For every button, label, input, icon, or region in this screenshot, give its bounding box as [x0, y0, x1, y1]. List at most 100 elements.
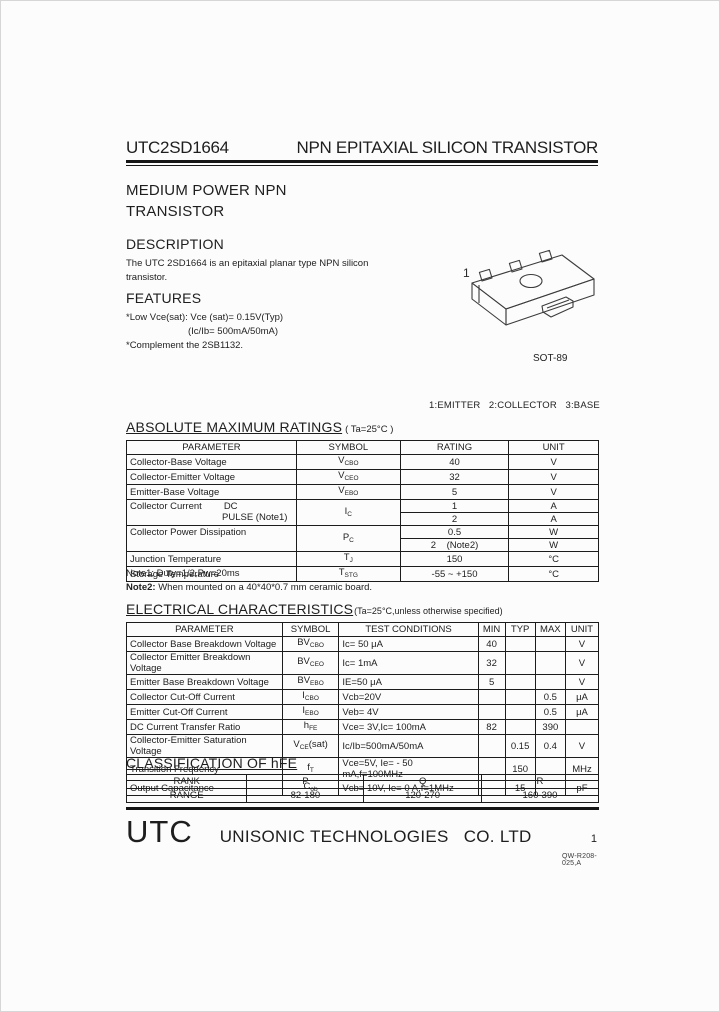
- description-line: The UTC 2SD1664 is an epitaxial planar t…: [126, 258, 369, 269]
- table-header-row: PARAMETER SYMBOL RATING UNIT: [126, 440, 599, 455]
- cell-rank: R: [480, 774, 600, 789]
- elec-condition: (Ta=25°C,unless otherwise specified): [354, 606, 503, 616]
- cell-parameter: Collector-Emitter Voltage: [126, 469, 297, 485]
- abs-max-heading: ABSOLUTE MAXIMUM RATINGS: [126, 419, 343, 435]
- title-underline: [126, 160, 598, 166]
- cell-parameter: Emitter Base Breakdown Voltage: [126, 674, 283, 690]
- cell-unit: V: [564, 674, 600, 690]
- cell-unit: μA: [564, 689, 600, 705]
- cell-rating: 40: [399, 454, 510, 470]
- cell-symbol: BVCBO: [281, 636, 340, 652]
- subtitle: MEDIUM POWER NPN TRANSISTOR: [126, 180, 287, 222]
- cell-parameter: Collector Current DC PULSE (Note1): [126, 499, 297, 526]
- cell-typ: [504, 704, 536, 720]
- cell-min: 5: [477, 674, 506, 690]
- cell-symbol: TSTG: [295, 566, 401, 582]
- table-row: Collector Cut-Off Current ICBO Vcb=20V 0…: [126, 689, 600, 705]
- table-row: Collector Current DC PULSE (Note1) IC 1 A: [126, 499, 599, 526]
- footer-rule: [126, 807, 599, 810]
- cell-rank-label: RANK: [125, 774, 248, 789]
- cell-symbol: VEBO: [295, 484, 401, 500]
- cell-typ: [504, 719, 536, 735]
- cell-condition: Vcb=20V: [338, 689, 479, 705]
- table-row: Transition Frequency fT Vce=5V, Ie= - 50…: [126, 757, 600, 781]
- cell-unit: A: [508, 512, 599, 526]
- abs-max-section: ABSOLUTE MAXIMUM RATINGS( Ta=25°C ) PARA…: [126, 419, 599, 582]
- cell-typ: [504, 689, 536, 705]
- cell-typ: [504, 674, 536, 690]
- cell-unit: W: [508, 525, 599, 539]
- cell-range-label: RANGE: [125, 788, 248, 803]
- cell-max: [534, 674, 566, 690]
- description-section: DESCRIPTION The UTC 2SD1664 is an epitax…: [126, 236, 456, 285]
- subtitle-line-1: MEDIUM POWER NPN: [126, 182, 287, 199]
- cell-min: [477, 704, 506, 720]
- table-row: Collector Power Dissipation PC 0.5 W: [126, 525, 599, 552]
- cell-rating: 5: [399, 484, 510, 500]
- feature-item: (Ic/Ib= 500mA/50mA): [188, 326, 279, 337]
- cell-max: 0.5: [534, 704, 566, 720]
- cell-unit: V: [564, 636, 600, 652]
- cell-symbol: BVCEO: [281, 651, 340, 675]
- cell-parameter: Collector-Emitter Saturation Voltage: [126, 734, 283, 758]
- cell-parameter: Storage Temperature: [126, 566, 297, 582]
- cell-unit: W: [508, 538, 599, 552]
- table-row: Junction Temperature TJ 150 °C: [126, 551, 599, 567]
- elec-heading-row: ELECTRICAL CHARACTERISTICS(Ta=25°C,unles…: [126, 601, 599, 619]
- doc-code: QW-R208-025,A: [562, 853, 597, 867]
- table-row: Collector Base Breakdown Voltage BVCBO I…: [126, 636, 600, 652]
- table-row: Collector Emitter Breakdown Voltage BVCE…: [126, 651, 600, 675]
- cell-parameter: DC Current Transfer Ratio: [126, 719, 283, 735]
- abs-max-table: PARAMETER SYMBOL RATING UNIT Collector-B…: [126, 440, 599, 582]
- header-cell: PARAMETER: [126, 440, 297, 455]
- elec-heading: ELECTRICAL CHARACTERISTICS: [126, 601, 354, 617]
- cell-unit: °C: [508, 566, 599, 582]
- cell-unit: V: [508, 469, 599, 485]
- footer-row: UTC UNISONIC TECHNOLOGIES CO. LTD 1: [126, 814, 599, 850]
- cell-symbol: TJ: [295, 551, 401, 567]
- cell-symbol: BVEBO: [281, 674, 340, 690]
- table-row: Collector-Base Voltage VCBO 40 V: [126, 454, 599, 470]
- cell-rating: 0.5: [399, 525, 510, 539]
- feature-item: *Low Vce(sat): Vce (sat)= 0.15V(Typ): [126, 312, 284, 323]
- header-cell: MIN: [477, 622, 506, 637]
- note-1: Note1: Duty=1/2,Pw=20ms: [126, 568, 240, 579]
- page-title: NPN EPITAXIAL SILICON TRANSISTOR: [296, 138, 598, 157]
- cell-condition: Vce= 3V,Ic= 100mA: [338, 719, 479, 735]
- notes: Note1: Duty=1/2,Pw=20ms Note2: When moun…: [126, 567, 372, 595]
- pin1-label: 1: [463, 266, 470, 280]
- abs-max-heading-row: ABSOLUTE MAXIMUM RATINGS( Ta=25°C ): [126, 419, 599, 437]
- abs-max-condition: ( Ta=25°C ): [345, 424, 394, 435]
- cell-condition: Ic= 50 μA: [338, 636, 479, 652]
- pin-assignment: 1:EMITTER 2:COLLECTOR 3:BASE: [429, 400, 600, 411]
- table-row: Storage Temperature TSTG -55 ~ +150 °C: [126, 566, 599, 582]
- cell-symbol: VCEO: [295, 469, 401, 485]
- table-row: RANK P Q R: [125, 774, 600, 789]
- cell-condition: IE=50 μA: [338, 674, 479, 690]
- header-cell: UNIT: [508, 440, 599, 455]
- cell-range: 120-270: [363, 788, 482, 803]
- cell-condition: Ic/Ib=500mA/50mA: [338, 734, 479, 758]
- table-row: Collector-Emitter Saturation Voltage VCE…: [126, 734, 600, 758]
- cell-unit: °C: [508, 551, 599, 567]
- cell-rank: Q: [363, 774, 482, 789]
- header-cell: PARAMETER: [126, 622, 283, 637]
- subtitle-line-2: TRANSISTOR: [126, 203, 225, 220]
- feature-item: *Complement the 2SB1132.: [126, 340, 244, 351]
- cell-parameter: Collector Cut-Off Current: [126, 689, 283, 705]
- cell-parameter: Collector Power Dissipation: [126, 525, 297, 552]
- cell-typ: 0.15: [504, 734, 536, 758]
- part-number: UTC2SD1664: [126, 138, 229, 157]
- utc-logo: UTC: [126, 814, 193, 849]
- description-heading: DESCRIPTION: [126, 236, 224, 252]
- cell-min: [477, 689, 506, 705]
- features-heading: FEATURES: [126, 290, 202, 306]
- cell-condition: Ic= 1mA: [338, 651, 479, 675]
- classification-heading: CLASSIFICATION OF hFE: [126, 755, 298, 771]
- table-row: Emitter Cut-Off Current IEBO Veb= 4V 0.5…: [126, 704, 600, 720]
- classification-table: RANK P Q R RANGE 82-180 120-270 160-390: [125, 774, 600, 803]
- cell-max: 390: [534, 719, 566, 735]
- cell-range: 82-180: [246, 788, 365, 803]
- description-text: The UTC 2SD1664 is an epitaxial planar t…: [126, 257, 456, 285]
- cell-max: 0.4: [534, 734, 566, 758]
